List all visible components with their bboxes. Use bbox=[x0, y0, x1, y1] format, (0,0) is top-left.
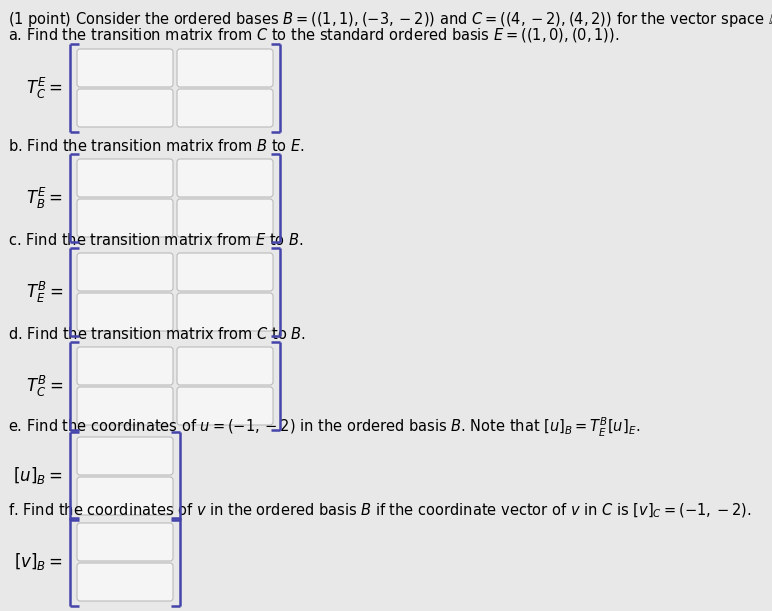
FancyBboxPatch shape bbox=[77, 253, 173, 291]
FancyBboxPatch shape bbox=[77, 523, 173, 561]
FancyBboxPatch shape bbox=[77, 437, 173, 475]
Text: $T_C^E =$: $T_C^E =$ bbox=[26, 75, 63, 101]
Text: $T_C^B =$: $T_C^B =$ bbox=[25, 373, 63, 398]
Text: f. Find the coordinates of $v$ in the ordered basis $B$ if the coordinate vector: f. Find the coordinates of $v$ in the or… bbox=[8, 502, 751, 521]
FancyBboxPatch shape bbox=[77, 477, 173, 515]
FancyBboxPatch shape bbox=[77, 89, 173, 127]
Text: $T_B^E =$: $T_B^E =$ bbox=[26, 186, 63, 211]
FancyBboxPatch shape bbox=[77, 293, 173, 331]
Text: c. Find the transition matrix from $E$ to $B$.: c. Find the transition matrix from $E$ t… bbox=[8, 232, 303, 248]
Text: b. Find the transition matrix from $B$ to $E$.: b. Find the transition matrix from $B$ t… bbox=[8, 138, 305, 154]
FancyBboxPatch shape bbox=[177, 293, 273, 331]
FancyBboxPatch shape bbox=[77, 159, 173, 197]
FancyBboxPatch shape bbox=[77, 199, 173, 237]
FancyBboxPatch shape bbox=[177, 387, 273, 425]
Text: $[u]_B =$: $[u]_B =$ bbox=[13, 466, 63, 486]
FancyBboxPatch shape bbox=[77, 49, 173, 87]
FancyBboxPatch shape bbox=[177, 49, 273, 87]
FancyBboxPatch shape bbox=[177, 89, 273, 127]
Text: $T_E^B =$: $T_E^B =$ bbox=[25, 279, 63, 304]
FancyBboxPatch shape bbox=[77, 563, 173, 601]
FancyBboxPatch shape bbox=[177, 199, 273, 237]
FancyBboxPatch shape bbox=[77, 347, 173, 385]
Text: $[v]_B =$: $[v]_B =$ bbox=[14, 552, 63, 573]
Text: d. Find the transition matrix from $C$ to $B$.: d. Find the transition matrix from $C$ t… bbox=[8, 326, 306, 342]
Text: e. Find the coordinates of $u = (-1,-2)$ in the ordered basis $B$. Note that $[u: e. Find the coordinates of $u = (-1,-2)$… bbox=[8, 416, 640, 439]
FancyBboxPatch shape bbox=[177, 253, 273, 291]
FancyBboxPatch shape bbox=[177, 159, 273, 197]
Text: a. Find the transition matrix from $C$ to the standard ordered basis $E = ((1,0): a. Find the transition matrix from $C$ t… bbox=[8, 26, 619, 44]
Text: (1 point) Consider the ordered bases $B = ((1,1),(-3,-2))$ and $C = ((4,-2),(4,2: (1 point) Consider the ordered bases $B … bbox=[8, 8, 772, 30]
FancyBboxPatch shape bbox=[177, 347, 273, 385]
FancyBboxPatch shape bbox=[77, 387, 173, 425]
